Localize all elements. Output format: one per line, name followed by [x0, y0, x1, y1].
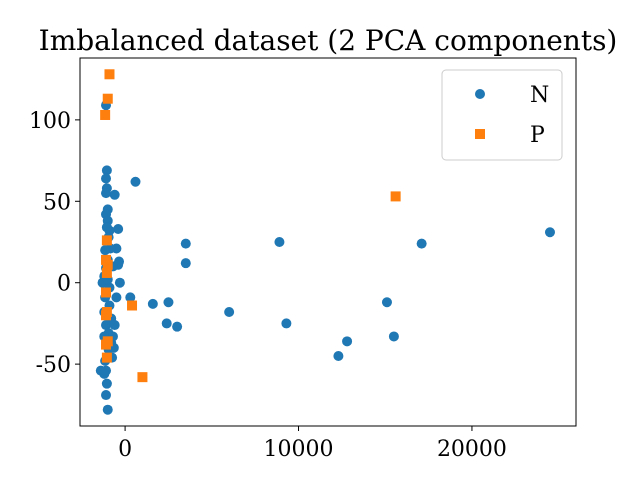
data-point-n	[111, 292, 122, 303]
data-point-n	[180, 258, 191, 269]
y-tick-label: 0	[57, 272, 71, 297]
data-point-p	[390, 191, 401, 202]
legend: NP	[441, 69, 563, 161]
data-point-n	[101, 390, 112, 401]
data-point-n	[381, 297, 392, 308]
legend-label-p: P	[530, 123, 545, 148]
y-tick-label: 100	[29, 109, 71, 134]
data-point-n	[274, 237, 285, 247]
legend-marker-p	[475, 129, 485, 139]
data-point-n	[416, 238, 427, 249]
data-point-n	[109, 320, 120, 331]
y-tick-label: 50	[43, 190, 71, 215]
plot-area	[95, 69, 555, 415]
data-point-p	[102, 259, 113, 270]
data-point-n	[101, 378, 112, 389]
axis-ticks: 0 10000 20000 -50 0 50 100	[29, 109, 507, 462]
data-point-p	[127, 300, 138, 311]
x-tick-label: 20000	[437, 437, 507, 462]
data-point-n	[101, 320, 112, 331]
data-point-n	[109, 189, 120, 200]
data-point-n	[125, 292, 136, 303]
data-point-p	[101, 267, 112, 278]
axes-frame	[79, 57, 577, 427]
data-point-n	[147, 298, 158, 309]
data-point-n	[163, 297, 174, 308]
data-point-p	[101, 287, 112, 298]
data-point-n	[388, 331, 399, 342]
data-point-p	[102, 93, 113, 104]
data-point-n	[101, 165, 112, 176]
data-point-n	[130, 176, 141, 187]
data-point-n	[99, 368, 110, 379]
x-tick-label: 10000	[264, 437, 334, 462]
x-tick-label: 0	[118, 437, 132, 462]
data-point-n	[102, 404, 113, 415]
data-point-n	[224, 307, 235, 318]
legend-box	[441, 69, 563, 161]
legend-label-n: N	[530, 83, 549, 108]
data-point-p	[101, 235, 112, 246]
data-point-n	[113, 223, 124, 234]
data-point-n	[281, 318, 292, 329]
data-point-n	[100, 245, 111, 256]
chart-title: Imbalanced dataset (2 PCA components)	[39, 24, 618, 57]
data-point-p	[104, 69, 115, 80]
data-point-n	[342, 336, 353, 347]
data-point-p	[100, 109, 111, 120]
data-point-n	[333, 350, 344, 361]
y-tick-label: -50	[36, 353, 71, 378]
data-point-n	[101, 188, 112, 199]
data-point-n	[101, 173, 112, 184]
data-point-p	[101, 339, 112, 350]
data-point-n	[161, 318, 172, 329]
data-point-p	[101, 310, 112, 321]
data-point-n	[101, 222, 112, 233]
legend-marker-n	[475, 89, 485, 99]
data-point-n	[172, 321, 183, 332]
data-point-n	[544, 227, 555, 238]
data-point-p	[137, 372, 148, 383]
data-point-p	[101, 352, 112, 363]
data-point-n	[114, 277, 125, 288]
data-point-n	[180, 238, 191, 249]
